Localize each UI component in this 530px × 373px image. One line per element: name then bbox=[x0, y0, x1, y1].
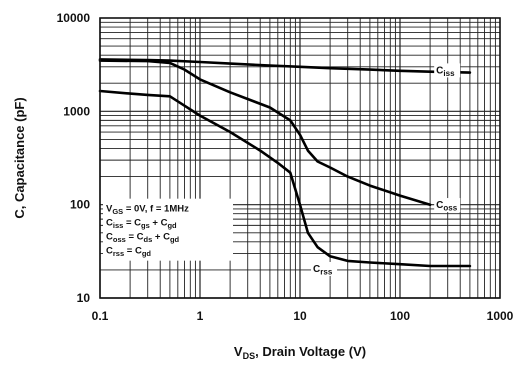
series-label-bg bbox=[434, 198, 461, 213]
legend-text: = C bbox=[123, 218, 141, 229]
x-axis-title: VDS, Drain Voltage (V) bbox=[234, 344, 366, 361]
series-label-sub: oss bbox=[443, 204, 457, 213]
y-tick-labels: 10 100 1000 10000 bbox=[57, 11, 91, 305]
series-label-sub: rss bbox=[320, 267, 333, 276]
x-axis-title-main: V bbox=[234, 344, 243, 359]
series-line-crss bbox=[98, 89, 472, 268]
series-label-crss: Crss bbox=[313, 264, 333, 277]
legend-line: VGS = 0V, f = 1MHz bbox=[106, 204, 189, 217]
legend-text: V bbox=[106, 204, 113, 215]
y-tick-label: 10000 bbox=[57, 11, 91, 25]
legend-background bbox=[103, 198, 233, 261]
legend-text: = 0V, f = 1MHz bbox=[123, 204, 189, 215]
legend-subscript: gd bbox=[167, 221, 177, 230]
x-axis-title-sub: DS bbox=[243, 351, 256, 361]
x-tick-labels: 0.1 1 10 100 1000 bbox=[92, 309, 514, 323]
y-tick-label: 1000 bbox=[63, 104, 90, 118]
series-label-main: C bbox=[313, 264, 320, 275]
x-tick-label: 10 bbox=[293, 309, 307, 323]
x-tick-label: 1000 bbox=[487, 309, 514, 323]
legend-subscript: GS bbox=[112, 207, 123, 216]
series-label-bg bbox=[311, 261, 338, 276]
y-tick-label: 100 bbox=[70, 198, 90, 212]
x-tick-label: 0.1 bbox=[92, 309, 109, 323]
legend-text: C bbox=[106, 246, 113, 257]
legend-subscript: rss bbox=[113, 249, 124, 258]
legend-line: Coss = Cds + Cgd bbox=[106, 232, 180, 245]
legend-text: = C bbox=[126, 232, 144, 243]
y-tick-label: 10 bbox=[77, 291, 91, 305]
legend-text: + C bbox=[150, 218, 168, 229]
series-line-ciss bbox=[98, 58, 472, 74]
legend-line: Crss = Cgd bbox=[106, 246, 151, 259]
legend-text: C bbox=[106, 232, 113, 243]
series-label-coss: Coss bbox=[436, 200, 458, 213]
legend-text: = C bbox=[124, 246, 142, 257]
legend-subscript: gd bbox=[142, 249, 152, 258]
y-axis-title: C, Capacitance (pF) bbox=[12, 97, 27, 218]
series-line-coss bbox=[98, 59, 432, 206]
series-lines bbox=[98, 58, 472, 268]
series-label-main: C bbox=[436, 65, 443, 76]
legend-subscript: gs bbox=[141, 221, 150, 230]
legend-subscript: ds bbox=[144, 235, 153, 244]
x-axis-title-rest: , Drain Voltage (V) bbox=[255, 344, 366, 359]
x-tick-label: 1 bbox=[197, 309, 204, 323]
legend-subscript: oss bbox=[113, 235, 126, 244]
series-label-main: C bbox=[436, 200, 443, 211]
series-label-sub: iss bbox=[443, 69, 455, 78]
series-label-bg bbox=[434, 63, 461, 78]
x-tick-label: 100 bbox=[390, 309, 410, 323]
legend-subscript: gd bbox=[170, 235, 180, 244]
legend-subscript: iss bbox=[113, 221, 123, 230]
series-label-ciss: Ciss bbox=[436, 65, 455, 78]
legend-text: + C bbox=[152, 232, 170, 243]
legend-line: Ciss = Cgs + Cgd bbox=[106, 218, 177, 231]
plot-frame bbox=[99, 17, 501, 299]
legend-text: C bbox=[106, 218, 113, 229]
